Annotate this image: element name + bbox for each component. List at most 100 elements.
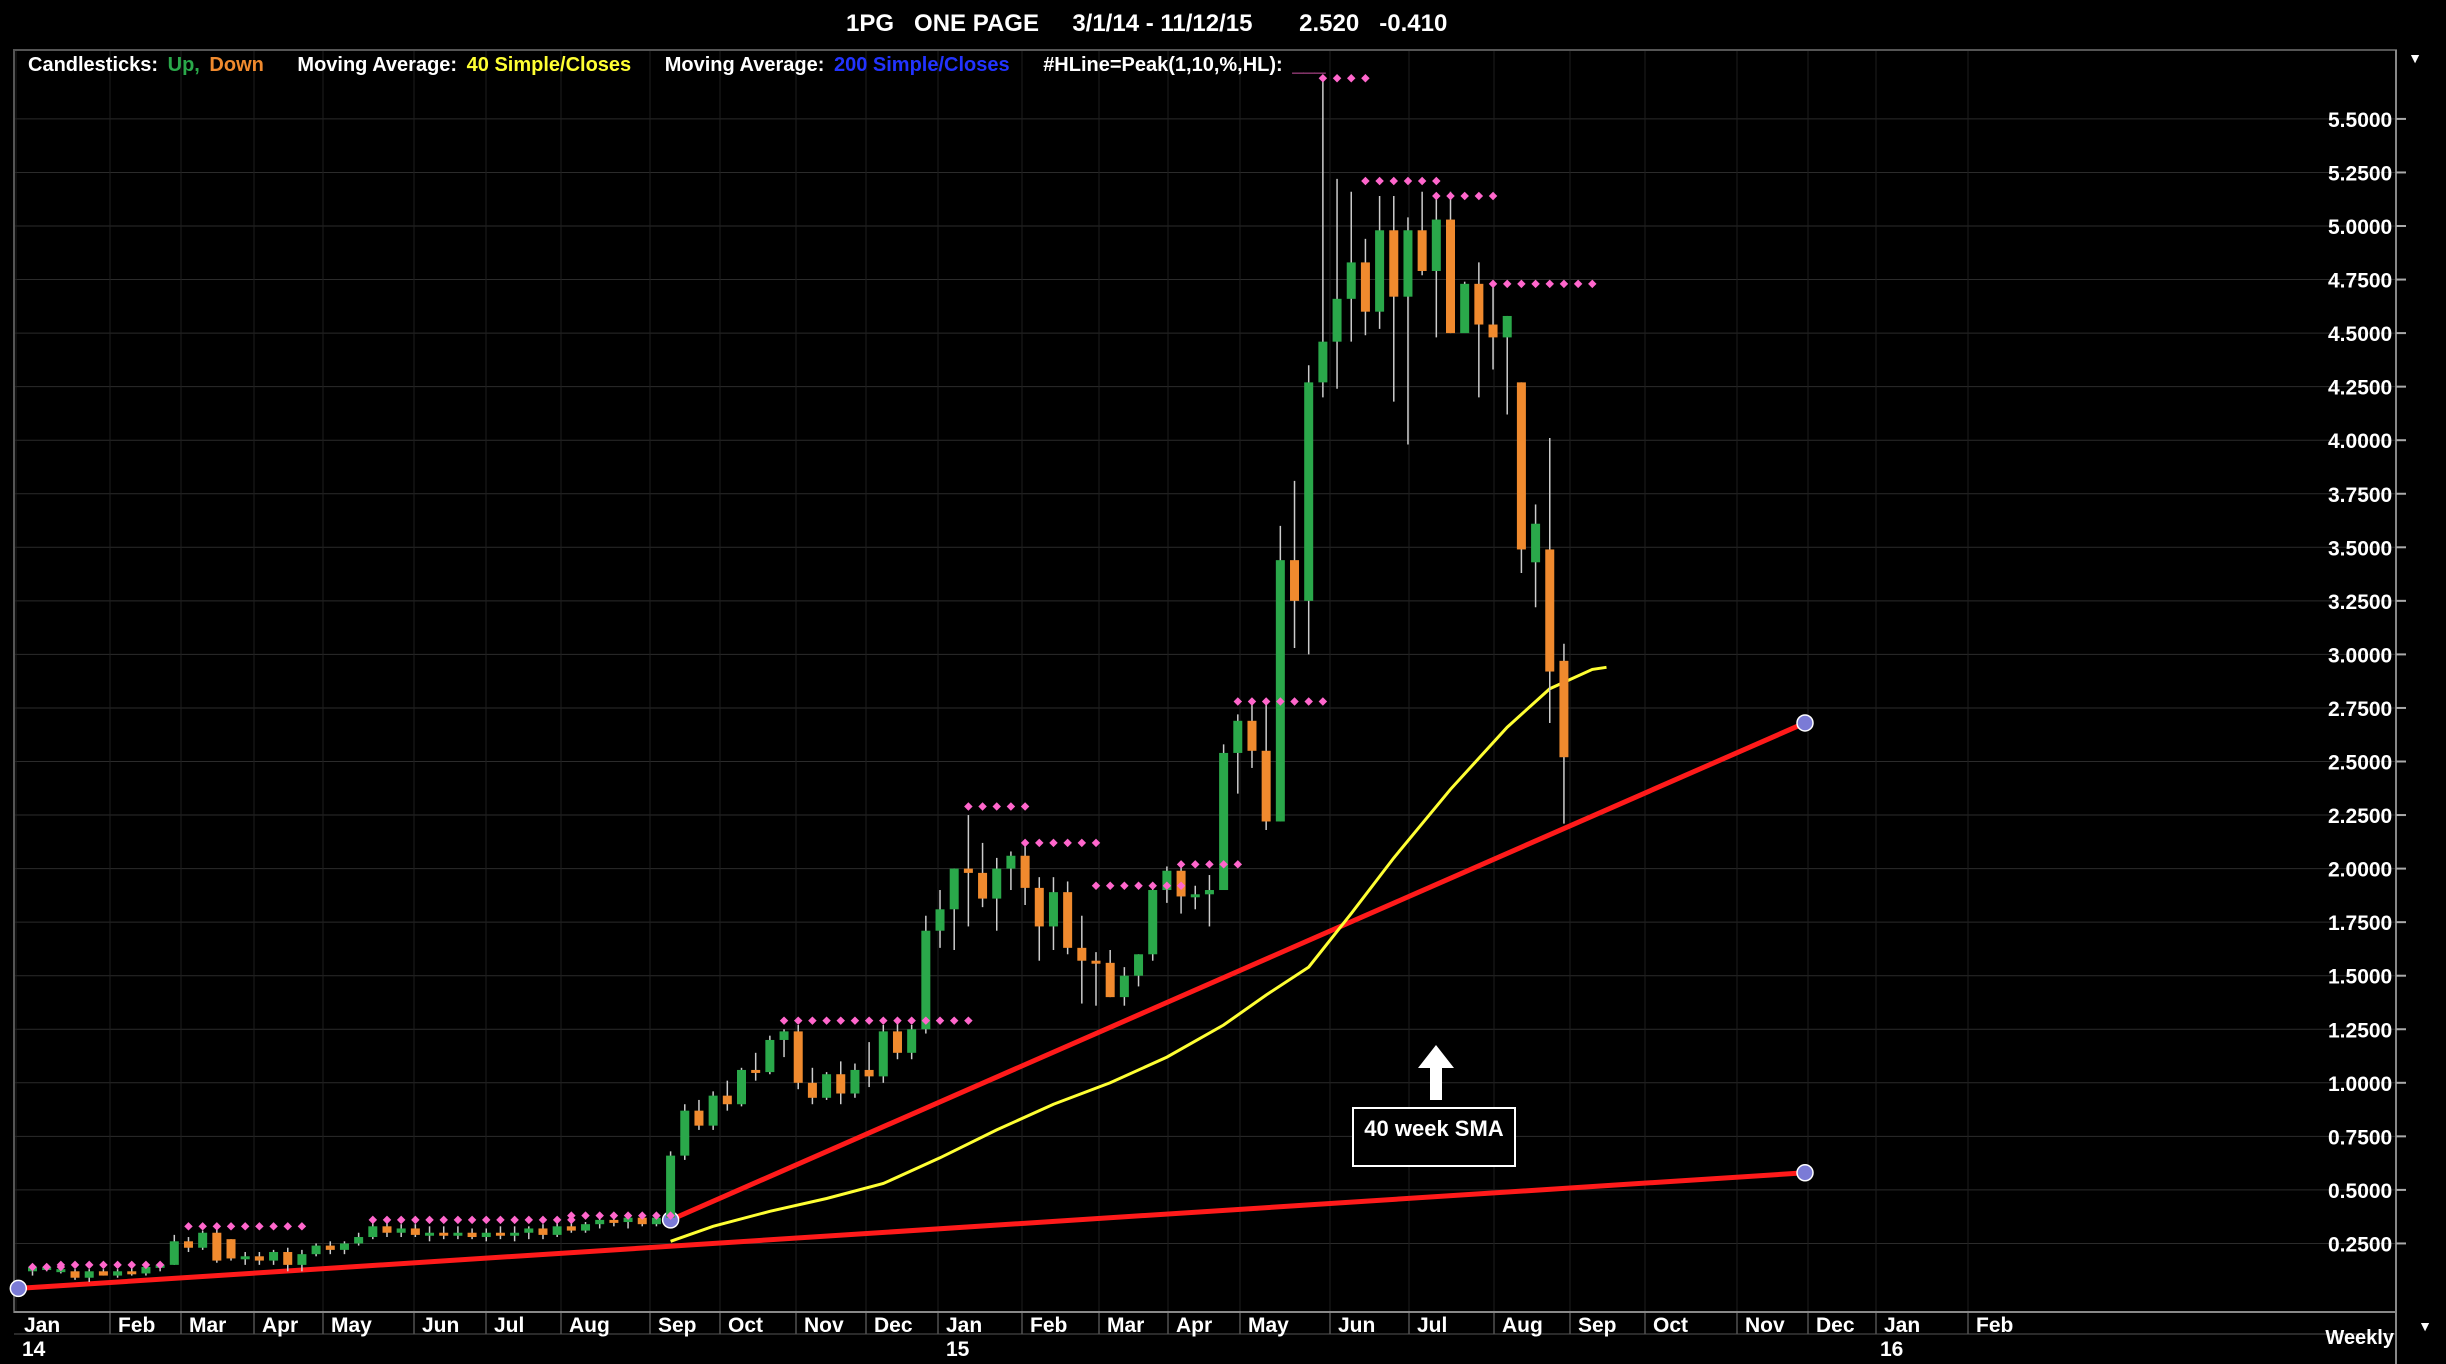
candle-body-up xyxy=(1162,870,1172,891)
candle-body-up xyxy=(1219,752,1229,891)
y-tick-label: 0.7500 xyxy=(2328,1126,2392,1149)
trendlines xyxy=(9,714,1814,1298)
x-tick-label: Mar xyxy=(189,1314,226,1337)
peak-marker xyxy=(1318,697,1328,706)
plot-border xyxy=(13,49,2397,1313)
candle-body-up xyxy=(779,1031,789,1040)
peak-marker xyxy=(779,1016,789,1025)
peak-marker xyxy=(609,1211,619,1220)
candle-body-up xyxy=(949,868,959,910)
candlestick-series xyxy=(28,80,1569,1283)
candle-body-down xyxy=(1559,660,1569,758)
candle-body-down xyxy=(793,1031,803,1083)
candle-body-up xyxy=(666,1155,676,1218)
scale-menu-icon[interactable]: ▼ xyxy=(2408,50,2422,66)
x-tick-label: Dec xyxy=(874,1314,913,1337)
header-symbol: 1PG xyxy=(846,10,895,37)
peak-marker xyxy=(1446,191,1455,201)
peak-marker xyxy=(439,1215,448,1225)
peak-marker xyxy=(1148,881,1157,890)
candle-body-down xyxy=(254,1256,264,1261)
sma40-line xyxy=(670,665,1607,1243)
candle-body-up xyxy=(1048,892,1058,927)
peak-marker xyxy=(1176,881,1186,890)
peak-marker xyxy=(1176,860,1186,869)
candle-body-down xyxy=(836,1074,846,1094)
y-tick-label: 4.5000 xyxy=(2328,323,2392,346)
y-tick-label: 3.7500 xyxy=(2328,484,2392,507)
candle-body-up xyxy=(907,1029,917,1053)
candle-body-up xyxy=(425,1232,435,1236)
candle-body-up xyxy=(354,1237,364,1244)
candle-body-down xyxy=(183,1241,193,1248)
peak-marker xyxy=(1403,176,1413,186)
peak-marker xyxy=(396,1215,406,1225)
candle-body-down xyxy=(1488,324,1498,338)
legend-hline-swatch: ___ xyxy=(1292,54,1326,76)
candle-body-up xyxy=(878,1031,888,1077)
candle-body-down xyxy=(864,1069,874,1077)
timeframe-selector[interactable]: Weekly xyxy=(2325,1327,2394,1349)
y-tick-label: 4.7500 xyxy=(2328,270,2392,293)
candle-body-down xyxy=(1105,962,1115,998)
candle-body-down xyxy=(212,1232,222,1261)
x-tick-label: Jan xyxy=(1884,1314,1920,1337)
candle-body-up xyxy=(1502,315,1512,338)
peak-marker xyxy=(1077,838,1087,848)
peak-marker xyxy=(567,1211,576,1220)
grid-layer xyxy=(14,50,2396,1334)
candle-body-down xyxy=(609,1219,619,1223)
candle-body-up xyxy=(708,1095,718,1126)
y-tick-label: 2.2500 xyxy=(2328,805,2392,828)
peak-marker xyxy=(921,1016,931,1025)
x-tick-label: Jul xyxy=(494,1314,524,1337)
peak-marker xyxy=(1290,697,1299,706)
x-tick-label: Aug xyxy=(1502,1314,1543,1337)
candle-body-down xyxy=(1545,549,1555,672)
candle-body-down xyxy=(439,1232,449,1236)
peak-marker xyxy=(1502,279,1512,289)
peak-marker xyxy=(1488,191,1498,201)
peak-marker xyxy=(1573,279,1583,289)
chart-frame xyxy=(13,49,2397,1364)
candle-body-up xyxy=(169,1241,179,1265)
peak-marker xyxy=(623,1211,633,1220)
candle-body-down xyxy=(1516,382,1526,550)
peak-marker xyxy=(1545,279,1555,289)
candle-body-up xyxy=(1375,230,1385,312)
y-tick-label: 1.7500 xyxy=(2328,912,2392,935)
peak-marker xyxy=(1091,881,1101,890)
peak-marker xyxy=(793,1016,803,1025)
candle-body-down xyxy=(1474,283,1484,325)
peak-marker xyxy=(893,1016,902,1025)
candle-body-up xyxy=(510,1232,520,1236)
peak-marker xyxy=(467,1215,477,1225)
header-date-range: 3/1/14 - 11/12/15 xyxy=(1072,10,1253,37)
peak-marker xyxy=(1162,881,1172,890)
legend-ma2-value: 200 Simple/Closes xyxy=(833,54,1010,76)
x-year-label: 14 xyxy=(22,1338,46,1361)
peak-marker xyxy=(269,1222,278,1231)
candle-body-up xyxy=(311,1245,321,1255)
candle-body-up xyxy=(1332,298,1342,342)
legend-hline-label: #HLine=Peak(1,10,%,HL): xyxy=(1043,54,1283,76)
peak-marker xyxy=(1020,838,1030,848)
candle-body-up xyxy=(765,1039,775,1073)
x-tick-label: Oct xyxy=(728,1314,763,1337)
peak-marker xyxy=(127,1260,137,1270)
x-tick-label: Sep xyxy=(658,1314,697,1337)
peak-marker xyxy=(964,802,973,811)
candle-body-up xyxy=(581,1224,591,1231)
y-tick-label: 5.2500 xyxy=(2328,162,2392,185)
candle-body-down xyxy=(70,1271,80,1278)
candle-body-down xyxy=(566,1226,576,1231)
candle-body-up xyxy=(623,1217,633,1223)
chevron-down-icon[interactable]: ▼ xyxy=(2418,1318,2432,1334)
trendline xyxy=(669,720,1807,1223)
candle-body-up xyxy=(297,1254,307,1265)
candle-body-down xyxy=(978,872,988,899)
candle-body-up xyxy=(992,868,1002,899)
candle-body-down xyxy=(694,1110,704,1126)
candle-body-down xyxy=(226,1239,236,1259)
